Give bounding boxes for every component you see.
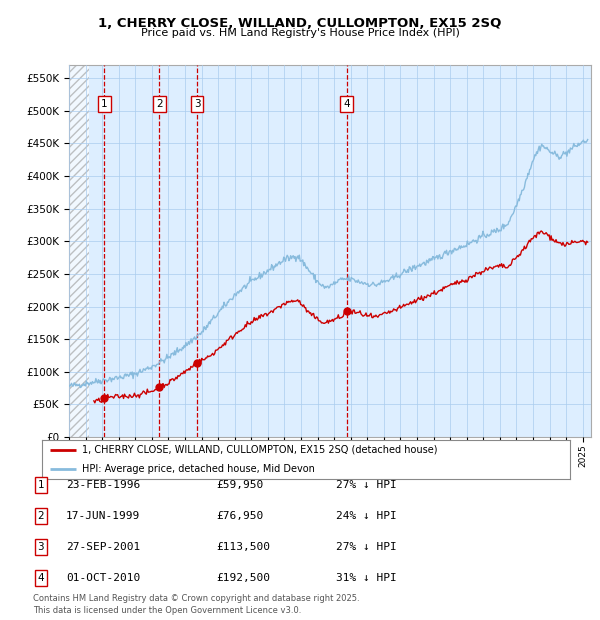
Text: 1, CHERRY CLOSE, WILLAND, CULLOMPTON, EX15 2SQ (detached house): 1, CHERRY CLOSE, WILLAND, CULLOMPTON, EX…	[82, 445, 437, 455]
Text: 27-SEP-2001: 27-SEP-2001	[66, 542, 140, 552]
Text: £113,500: £113,500	[216, 542, 270, 552]
Text: 2: 2	[37, 511, 44, 521]
Bar	[69, 65, 89, 437]
Text: £59,950: £59,950	[216, 480, 263, 490]
Text: 1, CHERRY CLOSE, WILLAND, CULLOMPTON, EX15 2SQ: 1, CHERRY CLOSE, WILLAND, CULLOMPTON, EX…	[98, 17, 502, 30]
Text: 4: 4	[343, 99, 350, 109]
Text: 4: 4	[37, 573, 44, 583]
Text: HPI: Average price, detached house, Mid Devon: HPI: Average price, detached house, Mid …	[82, 464, 314, 474]
Text: 31% ↓ HPI: 31% ↓ HPI	[336, 573, 397, 583]
Text: 17-JUN-1999: 17-JUN-1999	[66, 511, 140, 521]
Text: 27% ↓ HPI: 27% ↓ HPI	[336, 542, 397, 552]
Text: 2: 2	[156, 99, 163, 109]
Text: 3: 3	[194, 99, 200, 109]
Text: 3: 3	[37, 542, 44, 552]
Text: 27% ↓ HPI: 27% ↓ HPI	[336, 480, 397, 490]
Text: 01-OCT-2010: 01-OCT-2010	[66, 573, 140, 583]
Text: 24% ↓ HPI: 24% ↓ HPI	[336, 511, 397, 521]
Text: 1: 1	[37, 480, 44, 490]
Text: Price paid vs. HM Land Registry's House Price Index (HPI): Price paid vs. HM Land Registry's House …	[140, 28, 460, 38]
Text: £76,950: £76,950	[216, 511, 263, 521]
Text: 1: 1	[101, 99, 108, 109]
Text: 23-FEB-1996: 23-FEB-1996	[66, 480, 140, 490]
Text: Contains HM Land Registry data © Crown copyright and database right 2025.
This d: Contains HM Land Registry data © Crown c…	[33, 594, 359, 615]
Text: £192,500: £192,500	[216, 573, 270, 583]
